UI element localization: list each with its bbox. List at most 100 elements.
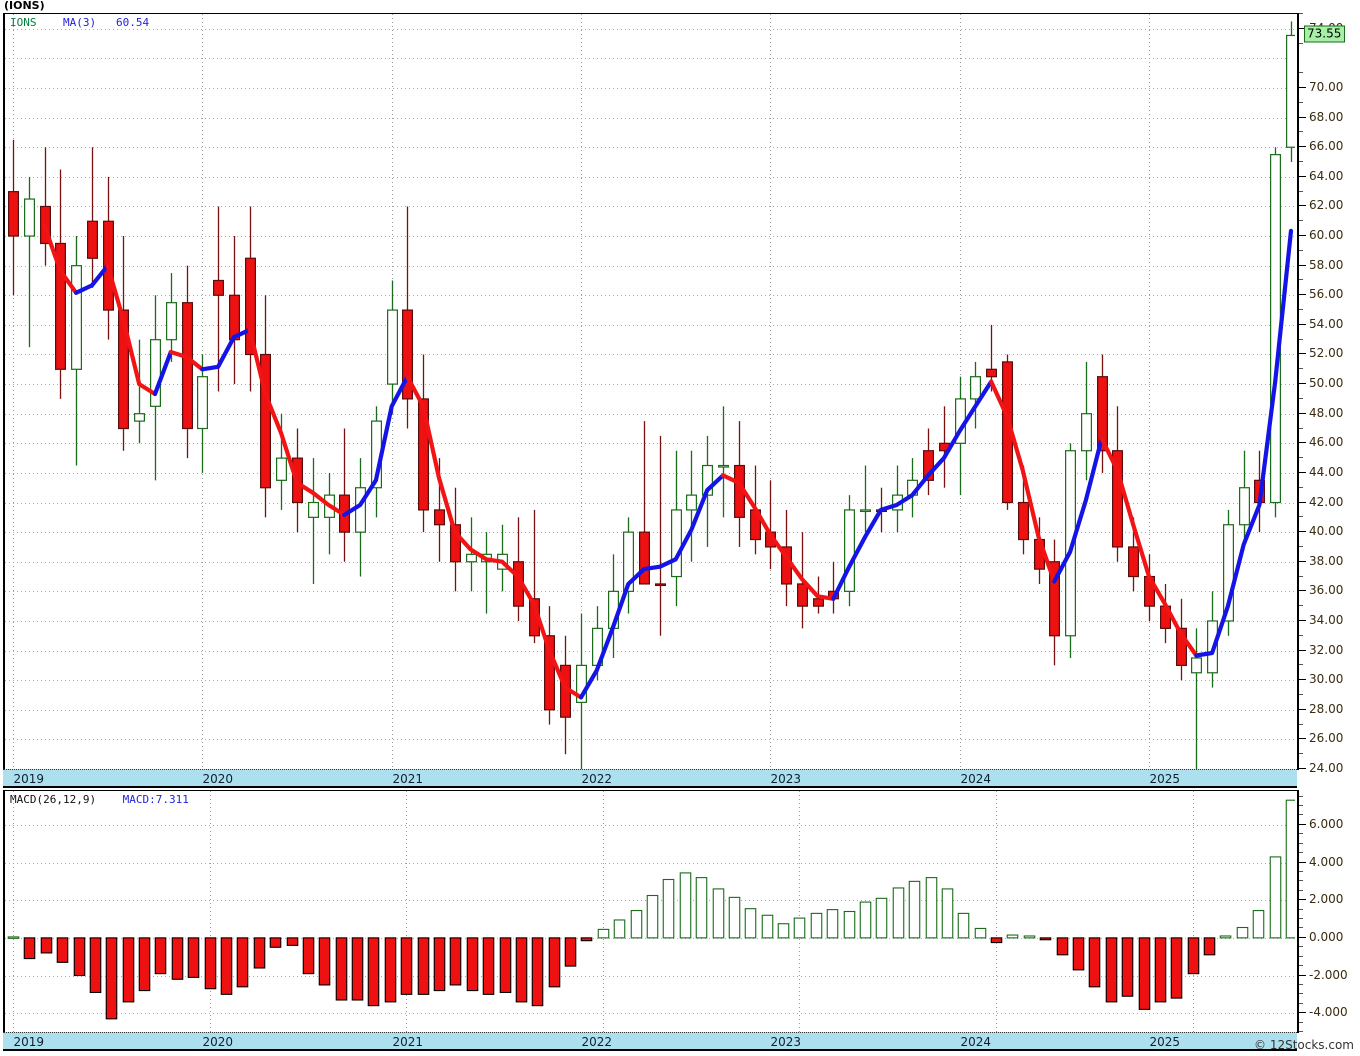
x-axis-year-label-2025: 2025 bbox=[1149, 772, 1181, 786]
macd-axis-minor-tick bbox=[1299, 890, 1303, 891]
macd-chart-panel[interactable]: MACD(26,12,9) MACD:7.311 bbox=[3, 790, 1297, 1033]
legend-macd-name: MACD(26,12,9) bbox=[10, 793, 97, 806]
price-axis-tick bbox=[1299, 117, 1306, 118]
price-axis-tick bbox=[1299, 472, 1306, 473]
x-axis-year-band-bottom[interactable]: 2019 2020 2021 2022 2023 2024 2025 bbox=[3, 1032, 1297, 1051]
price-axis-tick-label: 64.00 bbox=[1309, 168, 1344, 183]
price-axis-tick bbox=[1299, 205, 1306, 206]
price-axis-tick-label: 52.00 bbox=[1309, 346, 1344, 361]
macd-chart-legend: MACD(26,12,9) MACD:7.311 bbox=[10, 793, 189, 806]
macd-axis-tick-label: 4.000 bbox=[1309, 854, 1344, 869]
price-axis-tick-label: 48.00 bbox=[1309, 405, 1344, 420]
price-axis-minor-tick bbox=[1299, 131, 1303, 132]
price-axis-minor-tick bbox=[1299, 368, 1303, 369]
macd-chart-canvas[interactable] bbox=[5, 791, 1295, 1032]
price-axis-tick-label: 28.00 bbox=[1309, 701, 1344, 716]
macd-axis-tick-label: -2.000 bbox=[1309, 967, 1348, 982]
price-axis-tick bbox=[1299, 353, 1306, 354]
legend-symbol: IONS bbox=[10, 16, 37, 29]
x-axis-year-label-2022: 2022 bbox=[581, 772, 613, 786]
price-axis-tick bbox=[1299, 294, 1306, 295]
macd-axis-tick-label: 0.000 bbox=[1309, 929, 1344, 944]
price-axis-minor-tick bbox=[1299, 664, 1303, 665]
x-axis-year-label-2020: 2020 bbox=[202, 1035, 234, 1049]
price-axis-tick bbox=[1299, 531, 1306, 532]
window-title-bar: (IONS) bbox=[0, 0, 1360, 13]
price-axis-tick bbox=[1299, 87, 1306, 88]
price-value-axis[interactable]: 74.0070.0068.0066.0064.0062.0060.0058.00… bbox=[1297, 13, 1357, 775]
watermark: © 12Stocks.com bbox=[1254, 1038, 1354, 1052]
macd-axis-minor-tick bbox=[1299, 880, 1303, 881]
x-axis-year-label-2020: 2020 bbox=[202, 772, 234, 786]
macd-value-axis[interactable]: 6.000 4.000 2.000 0.000 -2.000 -4.000 bbox=[1297, 790, 1357, 1033]
x-axis-year-label-2021: 2021 bbox=[392, 1035, 424, 1049]
price-axis-minor-tick bbox=[1299, 279, 1303, 280]
price-axis-tick bbox=[1299, 235, 1306, 236]
price-axis-tick bbox=[1299, 620, 1306, 621]
price-axis-minor-tick bbox=[1299, 457, 1303, 458]
price-axis-minor-tick bbox=[1299, 724, 1303, 725]
macd-axis-minor-tick bbox=[1299, 814, 1303, 815]
macd-axis-minor-tick bbox=[1299, 1003, 1303, 1004]
macd-axis-tick bbox=[1299, 937, 1306, 938]
price-axis-tick bbox=[1299, 265, 1306, 266]
price-axis-tick-label: 60.00 bbox=[1309, 228, 1344, 243]
legend-ma-value: 60.54 bbox=[116, 16, 150, 29]
price-axis-tick-label: 50.00 bbox=[1309, 376, 1344, 391]
page-title: (IONS) bbox=[4, 0, 45, 12]
price-axis-tick bbox=[1299, 28, 1306, 29]
x-axis-year-label-2019: 2019 bbox=[13, 1035, 45, 1049]
price-axis-minor-tick bbox=[1299, 13, 1303, 14]
price-axis-tick-label: 62.00 bbox=[1309, 198, 1344, 213]
price-axis-tick-label: 54.00 bbox=[1309, 316, 1344, 331]
price-axis-minor-tick bbox=[1299, 546, 1303, 547]
price-axis-minor-tick bbox=[1299, 753, 1303, 754]
price-axis-tick-label: 40.00 bbox=[1309, 524, 1344, 539]
price-axis-tick-label: 66.00 bbox=[1309, 139, 1344, 154]
macd-axis-tick bbox=[1299, 899, 1306, 900]
x-axis-year-label-2019: 2019 bbox=[13, 772, 45, 786]
price-axis-minor-tick bbox=[1299, 43, 1303, 44]
price-axis-tick-label: 70.00 bbox=[1309, 80, 1344, 95]
price-axis-tick bbox=[1299, 176, 1306, 177]
macd-axis-minor-tick bbox=[1299, 946, 1303, 947]
price-axis-minor-tick bbox=[1299, 576, 1303, 577]
price-axis-tick bbox=[1299, 650, 1306, 651]
x-axis-year-label-2024: 2024 bbox=[960, 1035, 992, 1049]
price-axis-minor-tick bbox=[1299, 102, 1303, 103]
price-axis-tick bbox=[1299, 768, 1306, 769]
macd-axis-minor-tick bbox=[1299, 927, 1303, 928]
x-axis-year-label-2025: 2025 bbox=[1149, 1035, 1181, 1049]
price-axis-minor-tick bbox=[1299, 516, 1303, 517]
price-axis-minor-tick bbox=[1299, 72, 1303, 73]
x-axis-year-band-top[interactable]: 2019 2020 2021 2022 2023 2024 2025 bbox=[3, 769, 1297, 788]
price-axis-tick bbox=[1299, 561, 1306, 562]
price-axis-tick-label: 44.00 bbox=[1309, 464, 1344, 479]
x-axis-year-label-2023: 2023 bbox=[770, 1035, 802, 1049]
price-axis-minor-tick bbox=[1299, 339, 1303, 340]
price-axis-minor-tick bbox=[1299, 250, 1303, 251]
price-axis-tick bbox=[1299, 709, 1306, 710]
macd-axis-minor-tick bbox=[1299, 909, 1303, 910]
price-chart-canvas[interactable] bbox=[5, 14, 1295, 769]
price-axis-tick-label: 24.00 bbox=[1309, 761, 1344, 775]
price-axis-tick bbox=[1299, 738, 1306, 739]
macd-axis-minor-tick bbox=[1299, 871, 1303, 872]
price-axis-tick-label: 30.00 bbox=[1309, 672, 1344, 687]
price-axis-minor-tick bbox=[1299, 220, 1303, 221]
price-axis-tick-label: 36.00 bbox=[1309, 583, 1344, 598]
price-axis-tick bbox=[1299, 679, 1306, 680]
price-axis-tick bbox=[1299, 413, 1306, 414]
price-axis-minor-tick bbox=[1299, 694, 1303, 695]
price-axis-tick-label: 34.00 bbox=[1309, 612, 1344, 627]
legend-ma-label: MA(3) bbox=[63, 16, 97, 29]
macd-axis-minor-tick bbox=[1299, 965, 1303, 966]
price-axis-tick-label: 68.00 bbox=[1309, 109, 1344, 124]
price-chart-panel[interactable]: IONS MA(3) 60.54 bbox=[3, 13, 1297, 770]
price-axis-minor-tick bbox=[1299, 161, 1303, 162]
macd-axis-minor-tick bbox=[1299, 993, 1303, 994]
price-axis-minor-tick bbox=[1299, 191, 1303, 192]
x-axis-year-label-2024: 2024 bbox=[960, 772, 992, 786]
macd-axis-minor-tick bbox=[1299, 805, 1303, 806]
